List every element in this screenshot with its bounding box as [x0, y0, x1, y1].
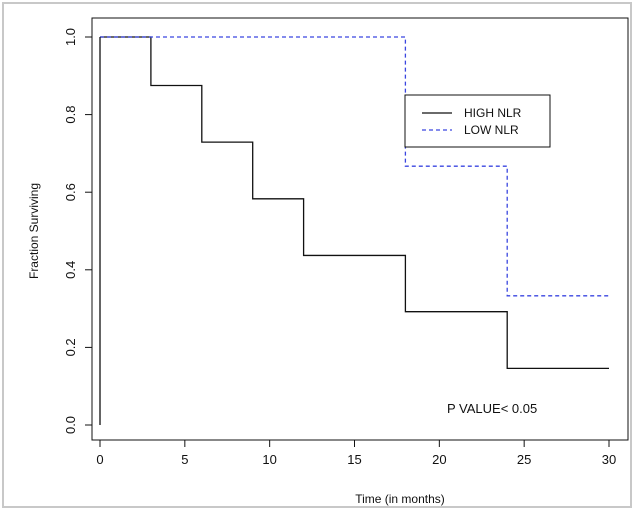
x-tick-label: 10 — [262, 452, 276, 467]
series-line-low-nlr — [100, 36, 609, 297]
y-tick-label: 0.4 — [63, 261, 78, 279]
y-tick-label: 1.0 — [63, 28, 78, 46]
x-axis-title: Time (in months) — [355, 492, 445, 506]
legend-label-low-nlr: LOW NLR — [464, 123, 519, 137]
x-tick-label: 30 — [602, 452, 616, 467]
y-tick-label: 0.0 — [63, 416, 78, 434]
legend-box — [404, 94, 551, 148]
y-tick-label: 0.6 — [63, 183, 78, 201]
y-axis-title: Fraction Surviving — [27, 183, 41, 279]
x-tick-label: 20 — [432, 452, 446, 467]
x-tick-label: 0 — [96, 452, 103, 467]
y-tick-label: 0.2 — [63, 338, 78, 356]
legend-label-high-nlr: HIGH NLR — [464, 106, 522, 120]
plot-box — [91, 17, 629, 441]
series-line-high-nlr — [100, 36, 609, 370]
legend: HIGH NLR LOW NLR — [404, 94, 551, 148]
y-tick-label: 0.8 — [63, 106, 78, 124]
x-tick-label: 15 — [347, 452, 361, 467]
p-value-annotation: P VALUE< 0.05 — [447, 401, 537, 416]
x-tick-label: 25 — [517, 452, 531, 467]
axes: 0 5 10 15 20 25 30 0.0 0.2 0.4 0.6 0.8 1.0 — [63, 17, 629, 467]
chart-marks — [99, 36, 609, 425]
x-tick-label: 5 — [181, 452, 188, 467]
